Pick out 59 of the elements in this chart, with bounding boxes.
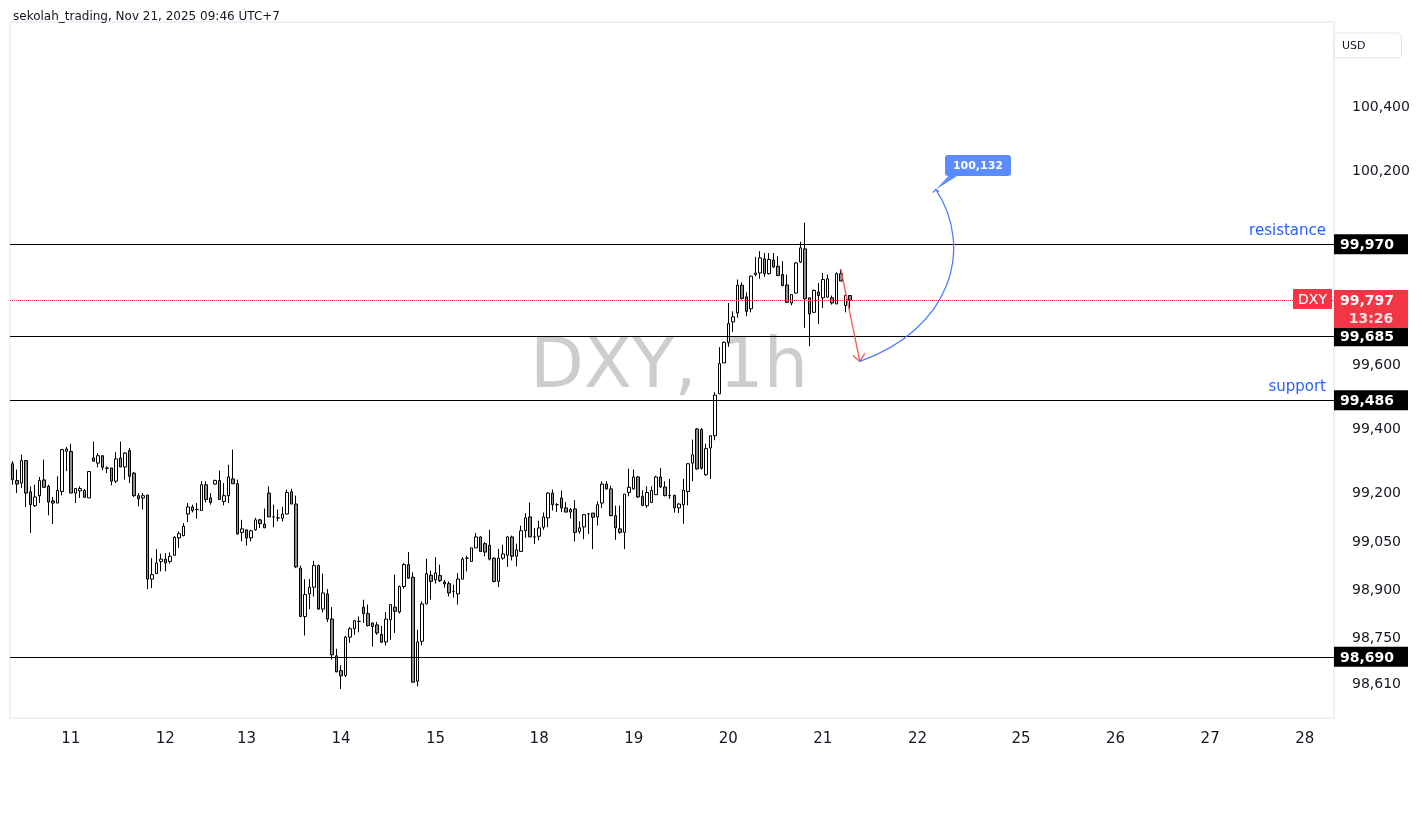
candlestick — [159, 553, 163, 572]
y-tick-label: 99,400 — [1352, 420, 1401, 436]
candlestick — [78, 485, 82, 499]
candlestick — [249, 529, 253, 542]
candlestick — [749, 275, 753, 313]
x-tick-label: 21 — [813, 728, 833, 747]
candlestick — [155, 548, 158, 575]
ref-line-label: 99,797 — [1340, 292, 1395, 309]
y-tick-label: 98,750 — [1352, 629, 1401, 646]
candlestick — [848, 295, 852, 310]
candlestick — [758, 250, 762, 280]
x-tick-label: 22 — [907, 728, 927, 747]
candlestick — [87, 470, 91, 499]
candlestick — [582, 513, 586, 540]
candlestick — [573, 499, 577, 542]
ref-line-label: 99,970 — [1340, 236, 1395, 253]
candlestick — [11, 460, 14, 486]
candlestick — [627, 468, 631, 497]
candlestick — [600, 480, 604, 509]
candlestick — [528, 501, 532, 538]
annotation: support — [1268, 377, 1326, 396]
annotation: DXY — [1293, 289, 1332, 310]
x-tick-label: 18 — [529, 728, 549, 747]
y-tick-label: 98,900 — [1352, 581, 1401, 598]
y-tick-label: 100,200 — [1352, 162, 1410, 179]
annotation: resistance — [1249, 221, 1326, 240]
candlestick — [645, 485, 649, 509]
x-tick-label: 11 — [61, 728, 81, 747]
x-tick-label: 26 — [1106, 728, 1126, 747]
candlestick — [186, 502, 190, 523]
x-tick-label: 13 — [236, 728, 256, 747]
candlestick — [267, 485, 271, 518]
y-axis-title: USD — [1342, 39, 1366, 52]
candlestick — [546, 491, 550, 528]
chart-title: sekolah_trading, Nov 21, 2025 09:46 UTC+7 — [13, 9, 280, 23]
x-tick-label: 25 — [1011, 728, 1031, 747]
y-tick-label: 99,200 — [1352, 484, 1401, 501]
x-tick-label: 12 — [155, 728, 175, 747]
x-tick-label: 27 — [1200, 728, 1220, 747]
candlestick — [668, 478, 671, 500]
x-tick-label: 14 — [331, 728, 351, 747]
ref-line-label: 98,690 — [1340, 648, 1395, 665]
candlestick — [357, 616, 361, 633]
candlestick — [272, 504, 275, 528]
candlestick — [447, 580, 451, 598]
y-tick-label: 99,050 — [1352, 532, 1401, 549]
x-tick-label: 15 — [426, 728, 446, 747]
y-tick-label: 99,600 — [1352, 355, 1401, 372]
x-tick-label: 19 — [624, 728, 644, 747]
y-tick-label: 100,400 — [1352, 97, 1410, 114]
ref-line-label: 99,486 — [1340, 392, 1395, 409]
ref-line-label: 99,685 — [1340, 328, 1395, 345]
text: 13:26 — [1334, 310, 1408, 329]
x-tick-label: 28 — [1295, 728, 1315, 747]
annotation: 100,132 — [944, 155, 1011, 177]
x-tick-label: 20 — [718, 728, 738, 747]
candlestick — [731, 310, 735, 333]
y-tick-label: 98,610 — [1352, 674, 1401, 691]
candlestick — [767, 252, 771, 276]
